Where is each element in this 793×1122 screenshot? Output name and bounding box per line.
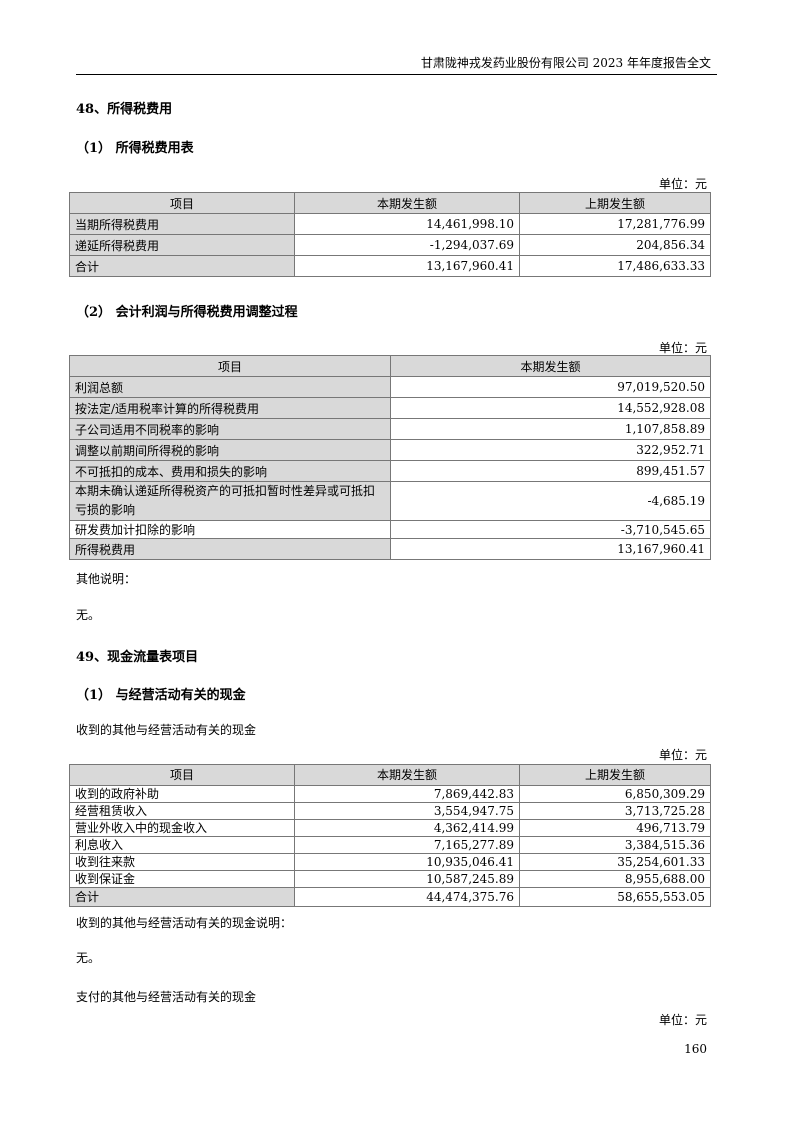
- table-row: 收到的政府补助 7,869,442.83 6,850,309.29: [69, 785, 711, 803]
- cell: 研发费加计扣除的影响: [69, 520, 391, 539]
- cell: 899,451.57: [390, 460, 711, 482]
- cell: 子公司适用不同税率的影响: [69, 418, 391, 440]
- col-header: 项目: [69, 764, 295, 786]
- cell: 97,019,520.50: [390, 376, 711, 398]
- income-tax-expense-table: 项目 本期发生额 上期发生额 当期所得税费用 14,461,998.10 17,281,…: [69, 192, 711, 277]
- section-49-title: 49、现金流量表项目: [76, 650, 199, 665]
- table-row: 按法定/适用税率计算的所得税费用 14,552,928.08: [69, 397, 711, 419]
- cell: 7,869,442.83: [294, 785, 520, 803]
- cell: 496,713.79: [519, 819, 711, 837]
- table-row: 合计 44,474,375.76 58,655,553.05: [69, 887, 711, 907]
- table-caption: 支付的其他与经营活动有关的现金: [76, 990, 257, 1004]
- note-label: 其他说明：: [76, 572, 137, 586]
- cell: 3,384,515.36: [519, 836, 711, 854]
- cell: 204,856.34: [519, 234, 711, 256]
- cell: 322,952.71: [390, 439, 711, 461]
- cell: -4,685.19: [390, 481, 711, 521]
- table-row: 本期未确认递延所得税资产的可抵扣暂时性差异或可抵扣亏损的影响 -4,685.19: [69, 481, 711, 521]
- operating-cash-received-table: 项目 本期发生额 上期发生额 收到的政府补助 7,869,442.83 6,850,30…: [69, 764, 711, 907]
- cell: 利润总额: [69, 376, 391, 398]
- table-row: 当期所得税费用 14,461,998.10 17,281,776.99: [69, 213, 711, 235]
- col-header: 本期发生额: [294, 192, 520, 214]
- running-header: 甘肃陇神戎发药业股份有限公司 2023 年年度报告全文: [420, 56, 711, 70]
- cell: 递延所得税费用: [69, 234, 295, 256]
- cell: 合计: [69, 887, 295, 907]
- col-header: 本期发生额: [390, 355, 711, 377]
- section-48-2-title: （2） 会计利润与所得税费用调整过程: [76, 305, 298, 320]
- cell: 6,850,309.29: [519, 785, 711, 803]
- table-row: 所得税费用 13,167,960.41: [69, 538, 711, 560]
- table-row: 研发费加计扣除的影响 -3,710,545.65: [69, 520, 711, 539]
- table-row: 子公司适用不同税率的影响 1,107,858.89: [69, 418, 711, 440]
- cell: 13,167,960.41: [390, 538, 711, 560]
- cell: 3,713,725.28: [519, 802, 711, 820]
- tax-reconciliation-table: 项目 本期发生额 利润总额 97,019,520.50 按法定/适用税率计算的所得税…: [69, 355, 711, 560]
- cell: -3,710,545.65: [390, 520, 711, 539]
- table-row: 利息收入 7,165,277.89 3,384,515.36: [69, 836, 711, 854]
- cell: 经营租赁收入: [69, 802, 295, 820]
- cell: 14,552,928.08: [390, 397, 711, 419]
- note-text: 无。: [76, 951, 101, 965]
- table-row: 收到往来款 10,935,046.41 35,254,601.33: [69, 853, 711, 871]
- table-caption: 收到的其他与经营活动有关的现金: [76, 723, 257, 737]
- cell: 8,955,688.00: [519, 870, 711, 888]
- col-header: 上期发生额: [519, 192, 711, 214]
- unit-label: 单位：元: [658, 341, 707, 355]
- table-row: 递延所得税费用 -1,294,037.69 204,856.34: [69, 234, 711, 256]
- table-row: 不可抵扣的成本、费用和损失的影响 899,451.57: [69, 460, 711, 482]
- cell: 10,935,046.41: [294, 853, 520, 871]
- page-number: 160: [684, 1042, 707, 1056]
- table-row: 收到保证金 10,587,245.89 8,955,688.00: [69, 870, 711, 888]
- col-header: 项目: [69, 192, 295, 214]
- cell: 13,167,960.41: [294, 255, 520, 277]
- table-row: 调整以前期间所得税的影响 322,952.71: [69, 439, 711, 461]
- table-row: 经营租赁收入 3,554,947.75 3,713,725.28: [69, 802, 711, 820]
- cell: 所得税费用: [69, 538, 391, 560]
- col-header: 上期发生额: [519, 764, 711, 786]
- table-row: 营业外收入中的现金收入 4,362,414.99 496,713.79: [69, 819, 711, 837]
- header-rule: [76, 74, 717, 75]
- cell: 营业外收入中的现金收入: [69, 819, 295, 837]
- unit-label: 单位：元: [658, 748, 707, 762]
- note-text: 无。: [76, 608, 101, 622]
- section-49-1-title: （1） 与经营活动有关的现金: [76, 688, 246, 703]
- cell: 按法定/适用税率计算的所得税费用: [69, 397, 391, 419]
- cell: 调整以前期间所得税的影响: [69, 439, 391, 461]
- cell: 4,362,414.99: [294, 819, 520, 837]
- cell: 收到的政府补助: [69, 785, 295, 803]
- cell: 14,461,998.10: [294, 213, 520, 235]
- cell: 收到保证金: [69, 870, 295, 888]
- section-48-1-title: （1） 所得税费用表: [76, 141, 194, 156]
- cell: 1,107,858.89: [390, 418, 711, 440]
- cell: 3,554,947.75: [294, 802, 520, 820]
- cell: 利息收入: [69, 836, 295, 854]
- cell: 17,486,633.33: [519, 255, 711, 277]
- section-48-title: 48、所得税费用: [76, 102, 173, 117]
- unit-label: 单位：元: [658, 1013, 707, 1027]
- table-row: 利润总额 97,019,520.50: [69, 376, 711, 398]
- cell: 当期所得税费用: [69, 213, 295, 235]
- col-header: 项目: [69, 355, 391, 377]
- cell: 合计: [69, 255, 295, 277]
- cell: 58,655,553.05: [519, 887, 711, 907]
- unit-label: 单位：元: [658, 177, 707, 191]
- cell: 不可抵扣的成本、费用和损失的影响: [69, 460, 391, 482]
- note-label: 收到的其他与经营活动有关的现金说明：: [76, 916, 293, 930]
- cell: 收到往来款: [69, 853, 295, 871]
- table-row: 合计 13,167,960.41 17,486,633.33: [69, 255, 711, 277]
- cell: 17,281,776.99: [519, 213, 711, 235]
- cell: -1,294,037.69: [294, 234, 520, 256]
- cell: 10,587,245.89: [294, 870, 520, 888]
- col-header: 本期发生额: [294, 764, 520, 786]
- cell: 本期未确认递延所得税资产的可抵扣暂时性差异或可抵扣亏损的影响: [69, 481, 391, 521]
- cell: 35,254,601.33: [519, 853, 711, 871]
- cell: 44,474,375.76: [294, 887, 520, 907]
- cell: 7,165,277.89: [294, 836, 520, 854]
